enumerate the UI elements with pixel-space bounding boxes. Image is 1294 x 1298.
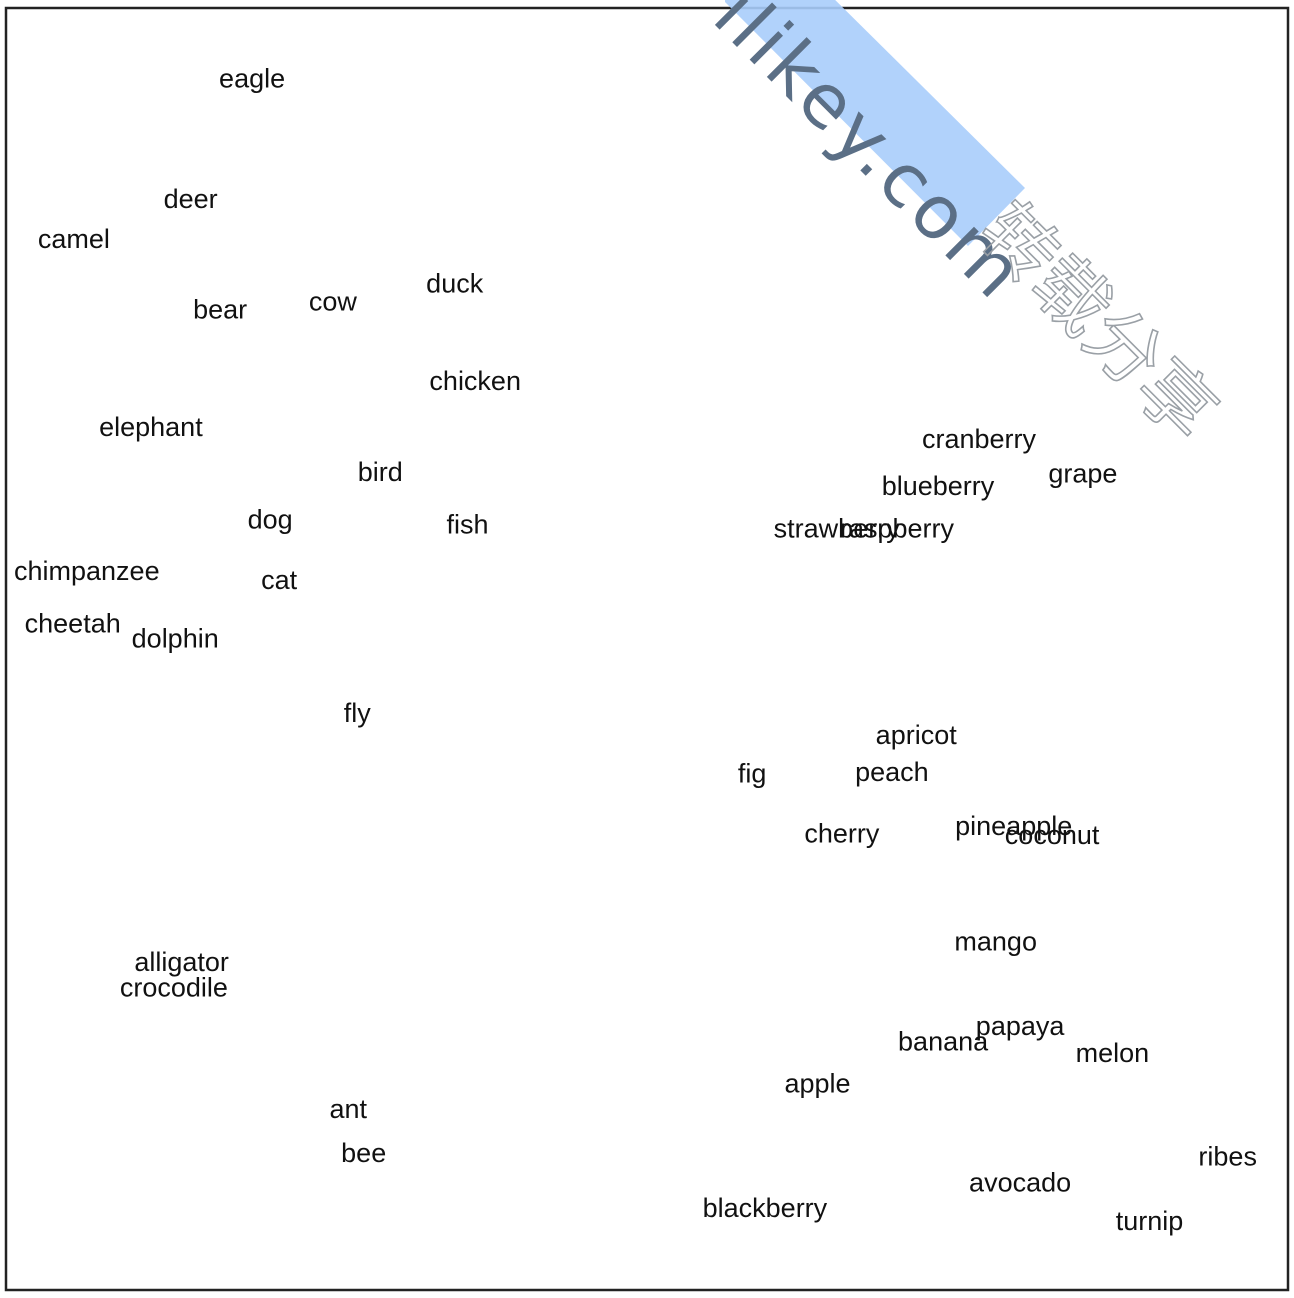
point-label-papaya: papaya [976,1011,1066,1041]
word-labels: eagle deer camel bear cow duck chicken elephant… [14,64,1257,1236]
point-label-alligator: alligator [134,947,229,977]
point-label-eagle: eagle [219,64,285,94]
point-label-camel: camel [38,224,110,254]
point-label-apple: apple [784,1069,850,1099]
point-label-ribes: ribes [1198,1142,1257,1172]
point-label-blackberry: blackberry [703,1193,828,1223]
watermark-band [725,0,1025,246]
point-label-bee: bee [341,1138,386,1168]
point-label-dog: dog [248,505,293,535]
point-label-turnip: turnip [1116,1206,1184,1236]
point-label-strawberry: strawberry [774,514,901,544]
point-label-dolphin: dolphin [132,624,219,654]
point-label-cow: cow [309,287,358,317]
point-label-bear: bear [193,294,247,324]
point-label-cheetah: cheetah [25,608,121,638]
point-label-duck: duck [426,269,484,299]
point-label-cranberry: cranberry [922,424,1037,454]
point-label-fig: fig [738,758,767,788]
point-label-banana: banana [898,1026,989,1056]
point-label-chimpanzee: chimpanzee [14,556,160,586]
watermark-cjk: 转载分享 [962,187,1232,457]
point-label-grape: grape [1048,458,1117,488]
point-label-bird: bird [358,457,403,487]
point-label-pineapple: pineapple [955,811,1072,841]
point-label-cherry: cherry [804,819,880,849]
point-label-crocodile: crocodile [120,972,228,1002]
plot-frame [4,6,1290,1292]
point-label-avocado: avocado [969,1167,1071,1197]
point-label-blueberry: blueberry [882,471,995,501]
point-label-raspberry: raspberry [840,514,955,544]
point-label-peach: peach [855,757,929,787]
point-label-elephant: elephant [99,412,203,442]
point-label-coconut: coconut [1005,820,1100,850]
point-label-fish: fish [446,510,488,540]
point-label-mango: mango [954,926,1037,956]
point-label-apricot: apricot [876,720,958,750]
watermark: ilikey.com 转载分享 [697,0,1233,458]
point-label-melon: melon [1076,1038,1150,1068]
point-label-fly: fly [344,698,372,728]
point-label-ant: ant [330,1094,368,1124]
point-label-deer: deer [164,184,218,214]
point-label-chicken: chicken [429,366,521,396]
point-label-cat: cat [261,565,298,595]
